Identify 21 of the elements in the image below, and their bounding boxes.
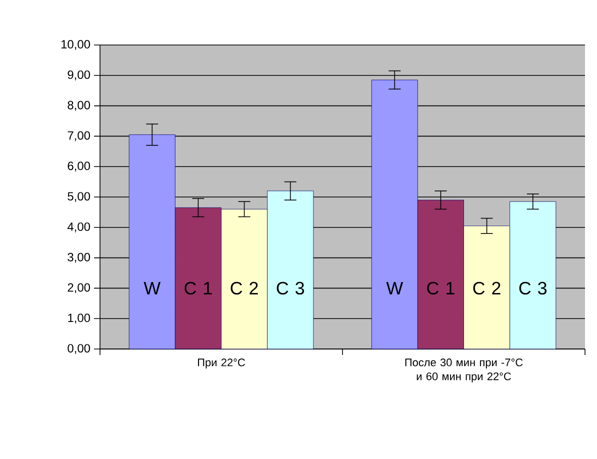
y-tick-label: 8,00 — [68, 100, 90, 111]
series-label: C 2 — [230, 282, 258, 295]
y-tick-label: 6,00 — [68, 162, 90, 172]
y-tick-label: 5,00 — [68, 192, 90, 202]
series-label: C 1 — [427, 282, 454, 295]
y-tick-label: 0,00 — [68, 344, 90, 354]
y-tick-label: 9,00 — [68, 70, 90, 80]
text: W — [386, 282, 404, 294]
x-tick-label: При 22°C — [198, 358, 245, 368]
y-tick-label: 1,00 — [68, 314, 90, 324]
x-tick-label: После 30 мин при -7°C и 60 мин при 22°C — [405, 358, 523, 382]
text: C 1 — [184, 282, 212, 295]
y-tick-label: 10,00 — [61, 40, 90, 50]
text: C 2 — [473, 282, 500, 295]
y-tick-label: 7,00 — [68, 131, 90, 142]
series-label: C 3 — [276, 282, 304, 295]
y-tick-label: 4,00 — [67, 222, 90, 232]
series-label: W — [144, 282, 161, 294]
text: C 3 — [519, 282, 547, 295]
y-tick-label: 2,00 — [68, 283, 90, 294]
y-tick-label: 3,00 — [68, 252, 90, 263]
